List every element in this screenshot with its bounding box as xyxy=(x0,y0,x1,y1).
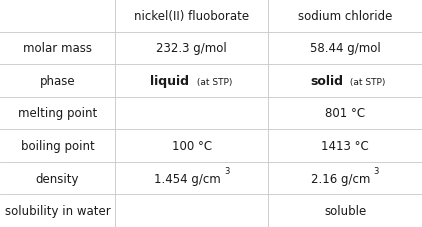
Text: 58.44 g/mol: 58.44 g/mol xyxy=(310,42,381,55)
Text: 100 °C: 100 °C xyxy=(171,139,212,152)
Text: density: density xyxy=(35,172,79,185)
Text: 801 °C: 801 °C xyxy=(325,107,365,120)
Text: sodium chloride: sodium chloride xyxy=(298,10,392,23)
Text: melting point: melting point xyxy=(18,107,97,120)
Text: 3: 3 xyxy=(373,167,379,176)
Text: 1.454 g/cm: 1.454 g/cm xyxy=(154,172,221,185)
Text: 232.3 g/mol: 232.3 g/mol xyxy=(156,42,227,55)
Text: (at STP): (at STP) xyxy=(347,78,386,87)
Text: soluble: soluble xyxy=(324,204,366,217)
Text: solubility in water: solubility in water xyxy=(5,204,110,217)
Text: phase: phase xyxy=(40,75,75,88)
Text: nickel(II) fluoborate: nickel(II) fluoborate xyxy=(134,10,249,23)
Text: liquid: liquid xyxy=(151,75,189,88)
Text: molar mass: molar mass xyxy=(23,42,92,55)
Text: 2.16 g/cm: 2.16 g/cm xyxy=(311,172,371,185)
Text: solid: solid xyxy=(310,75,343,88)
Text: 1413 °C: 1413 °C xyxy=(321,139,369,152)
Text: boiling point: boiling point xyxy=(21,139,94,152)
Text: (at STP): (at STP) xyxy=(194,78,232,87)
Text: 3: 3 xyxy=(224,167,229,176)
